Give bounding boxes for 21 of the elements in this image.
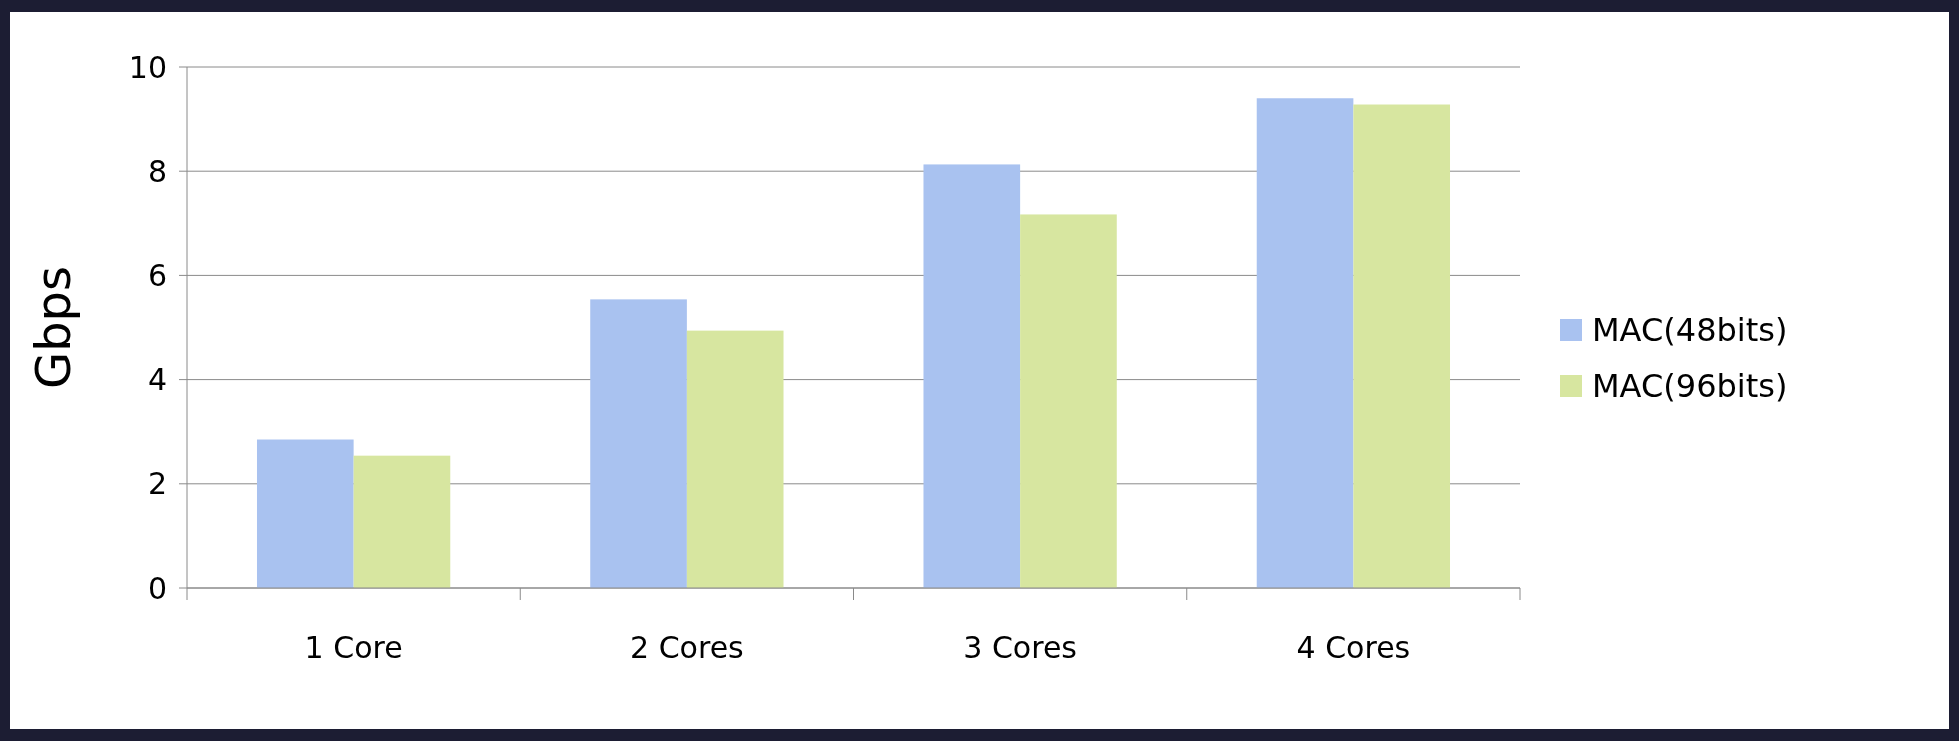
bar	[353, 455, 451, 588]
x-tick-label: 4 Cores	[1296, 630, 1411, 665]
y-tick-label: 10	[128, 49, 167, 85]
x-tick-label: 2 Cores	[630, 630, 744, 665]
bar	[923, 164, 1021, 588]
bar	[256, 439, 354, 588]
y-tick-label: 6	[147, 257, 167, 293]
bar	[686, 330, 784, 588]
legend-label: MAC(96bits)	[1592, 367, 1788, 406]
x-tick-label: 3 Cores	[963, 630, 1077, 665]
bar	[1353, 104, 1451, 588]
y-axis-title: Gbps	[25, 265, 81, 390]
y-tick-label: 0	[147, 570, 167, 606]
bar	[590, 299, 687, 588]
x-tick-label: 1 Core	[304, 630, 403, 665]
y-tick-label: 4	[147, 362, 167, 398]
legend-label: MAC(48bits)	[1592, 311, 1788, 350]
y-tick-label: 2	[147, 466, 167, 502]
y-tick-label: 8	[147, 153, 167, 189]
bar	[1020, 214, 1117, 588]
bar	[1256, 98, 1354, 588]
